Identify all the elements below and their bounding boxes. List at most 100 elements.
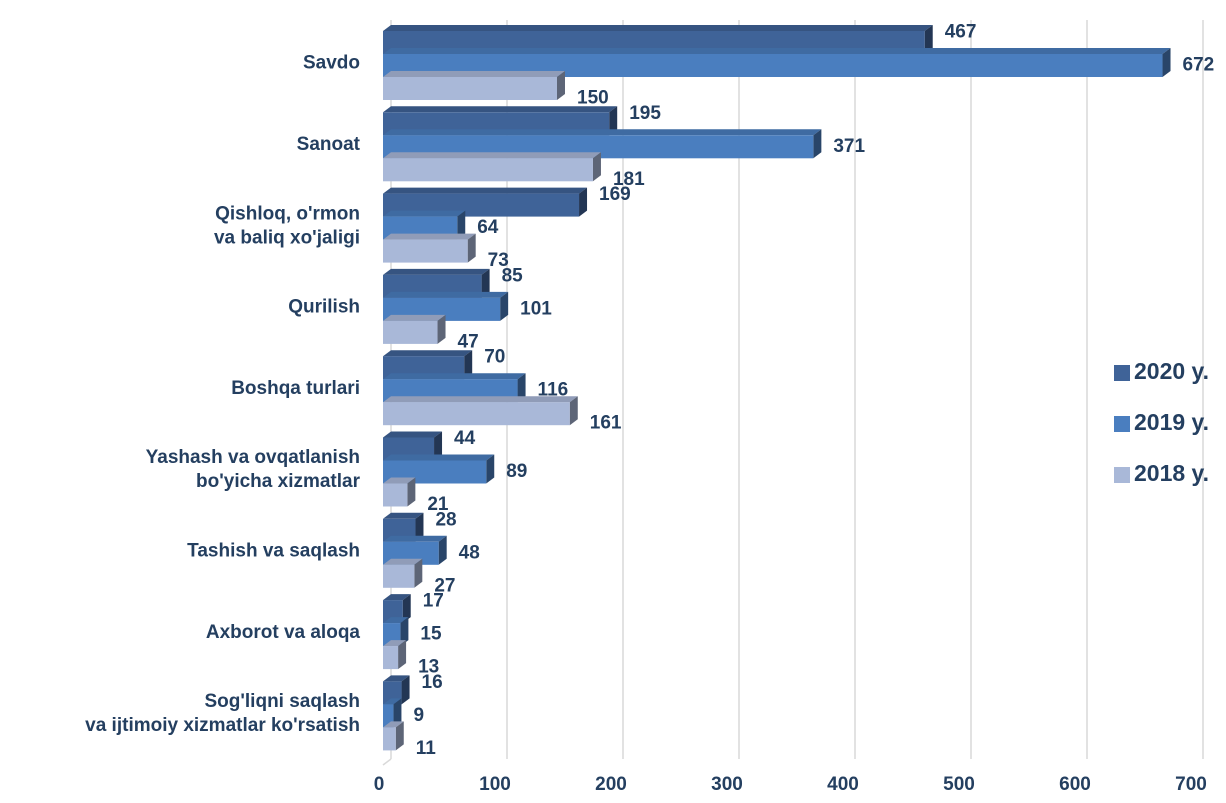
bar-top [383,291,509,298]
y-tick-label: Axborot va aloqa [206,622,361,643]
y-tick-label: Yashash va ovqatlanish bo'yicha xizmatlar [146,447,361,492]
legend-label: 2020 y. [1134,358,1209,384]
legend-swatch [1114,416,1130,432]
x-tick-label: 0 [374,774,385,795]
data-label: 13 [418,657,439,678]
bar-side [467,233,476,263]
bar-top [383,350,473,357]
bar-top [383,512,424,519]
bar [383,152,601,182]
bar-face [383,564,415,588]
bar-top [383,210,466,217]
data-label: 89 [506,461,527,482]
bar-side [414,558,423,588]
bar-top [383,558,423,565]
data-label: 101 [520,298,552,319]
bar-top [383,152,601,159]
bar-top [383,617,409,624]
y-tick-label: Boshqa turlari [231,378,360,399]
data-label: 161 [590,413,622,434]
bar-side [434,431,443,461]
bar-side [464,350,473,380]
bar-face [383,77,557,100]
data-label: 195 [629,103,661,124]
bar-side [402,594,411,624]
data-label: 21 [427,494,449,515]
bar-side [500,291,509,321]
y-tick-label: Savdo [303,53,360,74]
data-label: 169 [599,184,631,205]
data-label: 181 [613,169,645,190]
bar [383,396,578,426]
bar-face [383,320,438,344]
bar-face [383,54,1163,77]
bar-side [401,675,410,705]
bar-side [924,25,933,54]
bar-side [393,698,402,728]
data-label: 73 [488,250,509,271]
bar-face [383,402,570,426]
legend-swatch [1114,365,1130,381]
bar [383,721,404,751]
data-label: 48 [459,542,480,563]
bar-top [383,106,618,113]
bar-side [579,187,588,217]
legend-label: 2019 y. [1134,409,1209,435]
bar-face [383,158,593,182]
bar-top [383,25,933,31]
bar [383,48,1171,77]
legend-label: 2018 y. [1134,460,1209,486]
data-label: 672 [1183,55,1215,76]
bar-top [383,721,404,728]
bar-top [383,535,447,542]
x-tick-label: 600 [1059,774,1091,795]
bar-side [438,535,447,565]
bar-top [383,454,495,461]
bar-top [383,233,476,240]
bar-top [383,675,410,682]
bar-side [457,210,466,240]
bar [383,558,423,588]
bar [383,698,402,728]
bar [383,233,476,263]
x-tick-label: 300 [711,774,743,795]
bar-face [383,727,396,751]
data-label: 16 [422,672,443,693]
bar-top [383,396,578,403]
y-tick-label: Qurilish [288,297,360,318]
bar [383,314,446,344]
data-label: 17 [423,591,444,612]
x-tick-label: 200 [595,774,627,795]
x-tick-label: 700 [1175,774,1207,795]
bar-top [383,431,443,438]
y-tick-label: Sog'liqni saqlash va ijtimoiy xizmatlar k… [85,691,360,736]
data-label: 9 [413,705,424,726]
bar [383,71,565,100]
bar-side [1162,48,1171,77]
bar-top [383,48,1171,54]
bar-face [383,239,468,263]
legend-swatch [1114,467,1130,483]
bar-side [400,617,409,647]
bar-top [383,71,565,77]
bar-top [383,129,822,136]
bar-side [557,71,565,100]
bar-top [383,640,407,647]
bar-top [383,477,416,484]
data-label: 85 [502,265,524,286]
data-label: 27 [434,575,455,596]
bar-side [481,268,490,298]
bar [383,617,409,647]
data-label: 11 [416,738,437,759]
bar-side [407,477,416,507]
bar-face [383,704,394,728]
bar-side [437,314,446,344]
bar-side [517,373,526,403]
data-label: 47 [458,331,479,352]
bar-top [383,698,402,705]
y-tick-label: Qishloq, o'rmon va baliq xo'jaligi [214,203,360,248]
axis-line [382,758,392,766]
bar-top [383,187,588,194]
data-label: 15 [420,624,442,645]
